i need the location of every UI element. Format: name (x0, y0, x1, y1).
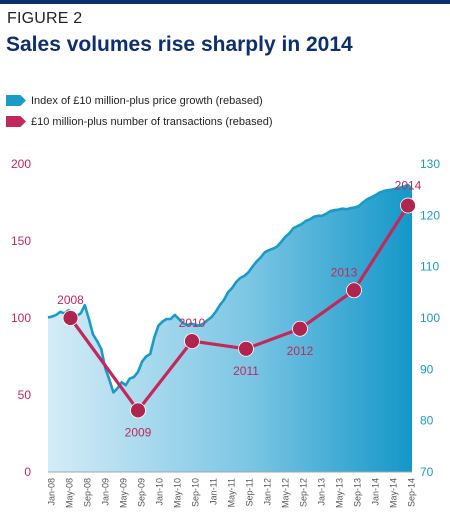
transactions-label-2014: 2014 (395, 179, 422, 193)
right-axis-tick-1: 80 (420, 414, 434, 428)
x-tick-label-7: May-10 (172, 478, 182, 508)
x-tick-label-1: May-08 (64, 478, 74, 508)
right-axis-tick-0: 70 (420, 465, 434, 479)
transactions-point-2014 (400, 197, 416, 214)
transactions-point-2011 (238, 340, 254, 357)
x-tick-label-5: Sep-09 (136, 478, 146, 507)
x-tick-label-6: Jan-10 (154, 478, 164, 506)
transactions-label-2009: 2009 (125, 425, 152, 439)
x-tick-label-14: Sep-12 (298, 478, 308, 507)
x-tick-label-9: Jan-11 (208, 478, 218, 505)
right-axis-tick-6: 130 (420, 157, 440, 171)
x-tick-label-17: Sep-13 (352, 478, 362, 507)
transactions-label-2011: 2011 (233, 364, 259, 378)
x-tick-label-4: May-09 (118, 478, 128, 508)
transactions-label-2008: 2008 (57, 293, 84, 307)
left-axis-tick-4: 200 (11, 157, 31, 171)
legend-label-transactions: £10 million-plus number of transactions … (31, 115, 273, 128)
figure-label: FIGURE 2 (7, 10, 83, 27)
legend: Index of £10 million-plus price growth (… (6, 92, 273, 134)
right-axis-tick-3: 100 (420, 311, 440, 325)
x-tick-label-20: Sep-14 (406, 478, 416, 507)
x-tick-label-13: May-12 (280, 478, 290, 508)
index-area (48, 185, 412, 472)
transactions-point-2010 (184, 333, 200, 350)
x-tick-label-16: May-13 (334, 478, 344, 508)
left-axis-tick-3: 150 (11, 234, 31, 248)
legend-label-index: Index of £10 million-plus price growth (… (31, 94, 263, 107)
transactions-label-2012: 2012 (287, 344, 314, 358)
x-tick-label-10: May-11 (226, 478, 236, 507)
transactions-label-2013: 2013 (331, 265, 358, 279)
legend-item-transactions: £10 million-plus number of transactions … (6, 113, 273, 130)
top-rule (0, 0, 450, 4)
left-axis-tick-1: 50 (18, 388, 32, 402)
x-tick-label-12: Jan-12 (262, 478, 272, 506)
right-axis-tick-2: 90 (420, 362, 434, 376)
x-tick-label-15: Jan-13 (316, 478, 326, 506)
transactions-point-2009 (130, 402, 146, 419)
x-tick-label-0: Jan-08 (46, 478, 56, 506)
x-tick-label-3: Jan-09 (100, 478, 110, 506)
right-axis-tick-4: 110 (420, 260, 439, 274)
transactions-point-2008 (62, 310, 79, 326)
legend-item-index: Index of £10 million-plus price growth (… (6, 92, 273, 109)
transactions-point-2013 (346, 282, 362, 299)
x-tick-label-8: Sep-10 (190, 478, 200, 507)
x-tick-label-2: Sep-08 (82, 478, 92, 507)
transactions-point-2012 (292, 320, 308, 337)
transactions-label-2010: 2010 (179, 316, 206, 330)
chart-title: Sales volumes rise sharply in 2014 (6, 33, 353, 56)
x-tick-label-18: Jan-14 (370, 478, 380, 506)
x-tick-label-11: Sep-11 (244, 478, 254, 506)
left-axis-tick-0: 0 (24, 465, 31, 479)
right-axis-tick-5: 120 (420, 208, 440, 222)
x-tick-label-19: May-14 (388, 478, 398, 508)
left-axis-tick-2: 100 (11, 311, 31, 325)
legend-swatch-index (6, 95, 26, 106)
index-line (47, 183, 413, 394)
legend-swatch-transactions (6, 116, 26, 127)
